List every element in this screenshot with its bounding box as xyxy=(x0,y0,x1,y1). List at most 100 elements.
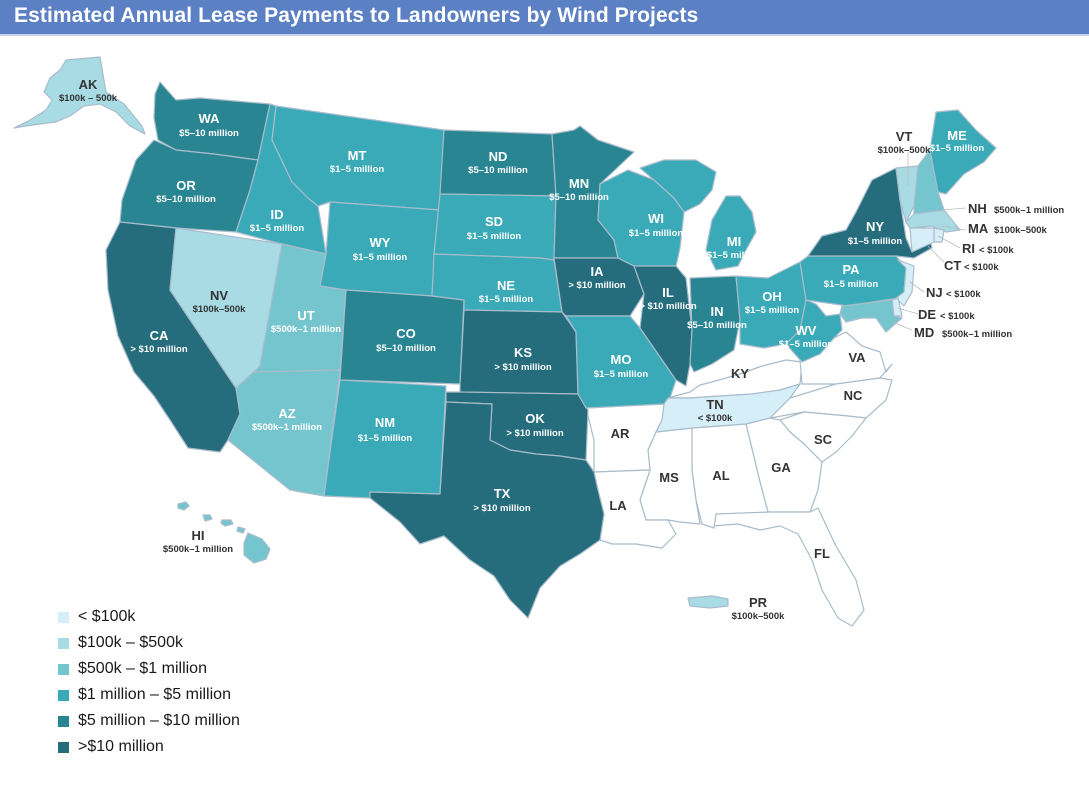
legend-swatch xyxy=(58,638,69,649)
state-HI xyxy=(177,501,271,564)
state-code: CA xyxy=(150,328,169,343)
state-value: $1–5 million xyxy=(707,250,762,261)
state-CT xyxy=(909,227,935,253)
state-code: SD xyxy=(485,214,503,229)
leader-lines xyxy=(891,152,967,331)
state-value: $100k–500k xyxy=(732,611,786,622)
state-code: ME xyxy=(947,128,967,143)
state-TX xyxy=(369,401,605,619)
state-value: $1–5 million xyxy=(467,231,522,242)
state-code: UT xyxy=(297,308,314,323)
state-value: $1–5 million xyxy=(358,433,413,444)
legend-label: $100k – $500k xyxy=(78,634,183,651)
state-value: $100k–500k xyxy=(878,145,932,156)
state-label-RI: RI < $100k xyxy=(962,241,1014,256)
legend-item: >$10 million xyxy=(58,738,318,758)
state-value: $1–5 million xyxy=(594,369,649,380)
state-label-WI: WI $1–5 million xyxy=(629,211,684,239)
state-code: MD xyxy=(914,325,934,340)
state-code: HI xyxy=(192,528,205,543)
state-code: OR xyxy=(176,178,196,193)
state-value: > $10 million xyxy=(568,280,625,291)
state-value: $500k–1 million xyxy=(163,544,233,555)
state-label-AK: AK $100k – 500k xyxy=(59,77,118,104)
legend-item: $100k – $500k xyxy=(58,634,318,654)
state-code: CT xyxy=(944,258,961,273)
state-code: NJ xyxy=(926,285,943,300)
state-value: $1–5 million xyxy=(848,236,903,247)
state-label-ID: ID $1–5 million xyxy=(250,207,305,234)
state-label-MT: MT $1–5 million xyxy=(330,148,385,175)
state-label-WY: WY $1–5 million xyxy=(353,235,408,263)
state-label-VT: VT $100k–500k xyxy=(878,129,932,156)
state-code: MO xyxy=(611,352,632,367)
state-label-IN: IN $5–10 million xyxy=(687,304,747,331)
state-code: WY xyxy=(370,235,391,250)
state-TN xyxy=(655,383,801,433)
state-label-MO: MO $1–5 million xyxy=(594,352,649,380)
state-code: AZ xyxy=(278,406,295,421)
state-value: < $100k xyxy=(946,289,981,300)
state-value: < $100k xyxy=(964,262,999,273)
state-value: $5–10 million xyxy=(468,165,528,176)
state-code: KS xyxy=(514,345,532,360)
state-label-CT: CT < $100k xyxy=(944,258,999,273)
state-value: $1–5 million xyxy=(250,223,305,234)
state-code-LA: LA xyxy=(609,498,627,513)
state-value: $1–5 million xyxy=(930,143,985,154)
state-code-SC: SC xyxy=(814,432,833,447)
state-code-VA: VA xyxy=(848,350,866,365)
state-FL xyxy=(699,507,865,627)
state-code: NH xyxy=(968,201,987,216)
state-value: > $10 million xyxy=(494,362,551,373)
state-RI xyxy=(933,227,945,243)
state-code: IL xyxy=(662,285,674,300)
state-AZ xyxy=(227,369,341,497)
state-label-MN: MN $5–10 million xyxy=(549,176,609,203)
legend-swatch xyxy=(58,742,69,753)
state-value: $100k–500k xyxy=(193,304,247,315)
legend-label: >$10 million xyxy=(78,738,164,755)
state-code-FL: FL xyxy=(814,546,830,561)
state-label-NY: NY $1–5 million xyxy=(848,219,903,247)
legend-label: $5 million – $10 million xyxy=(78,712,240,729)
state-code: AK xyxy=(79,77,98,92)
state-labels: AK $100k – 500k WA $5–10 million OR $5–1… xyxy=(59,77,1064,622)
state-value: < $100k xyxy=(979,245,1014,256)
state-label-NE: NE $1–5 million xyxy=(479,278,534,305)
state-label-IL: IL > $10 million xyxy=(639,285,696,312)
state-value: < $100k xyxy=(940,311,975,322)
state-value: $1–5 million xyxy=(779,339,834,350)
state-value: $500k–1 million xyxy=(252,422,322,433)
state-label-OK: OK > $10 million xyxy=(506,411,563,439)
state-code: TX xyxy=(494,486,511,501)
state-code: MT xyxy=(348,148,367,163)
state-code: MI xyxy=(727,234,741,249)
legend-item: $500k – $1 million xyxy=(58,660,318,680)
state-NJ xyxy=(895,259,915,307)
state-label-HI: HI $500k–1 million xyxy=(163,528,233,555)
state-value: $500k–1 million xyxy=(271,324,341,335)
state-label-PR: PR $100k–500k xyxy=(732,595,786,622)
state-value: > $10 million xyxy=(130,344,187,355)
state-label-SD: SD $1–5 million xyxy=(467,214,522,242)
state-MI xyxy=(639,159,757,271)
state-label-WV: WV $1–5 million xyxy=(779,323,834,350)
state-value: > $10 million xyxy=(506,428,563,439)
state-VT xyxy=(895,165,919,223)
state-value: $1–5 million xyxy=(824,279,879,290)
state-code: NY xyxy=(866,219,884,234)
state-value: < $100k xyxy=(698,413,733,424)
state-label-NH: NH $500k–1 million xyxy=(968,201,1064,216)
legend-label: $500k – $1 million xyxy=(78,660,207,677)
legend-label: < $100k xyxy=(78,608,136,625)
state-code: DE xyxy=(918,307,936,322)
state-MD xyxy=(839,299,903,333)
state-label-UT: UT $500k–1 million xyxy=(271,308,341,335)
state-code: NV xyxy=(210,288,228,303)
state-label-NJ: NJ < $100k xyxy=(926,285,981,300)
state-NY xyxy=(807,167,933,259)
state-value: $100k–500k xyxy=(994,225,1048,236)
state-code: ID xyxy=(271,207,284,222)
